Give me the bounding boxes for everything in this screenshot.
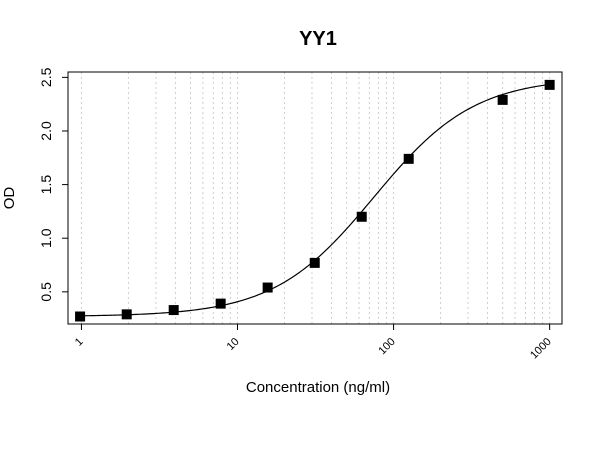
data-point bbox=[215, 298, 226, 309]
y-tick-label: 1.0 bbox=[38, 228, 54, 248]
x-tick-label: 100 bbox=[376, 336, 397, 357]
y-tick-label: 1.5 bbox=[38, 175, 54, 195]
data-point bbox=[75, 311, 86, 322]
y-tick-label: 2.5 bbox=[38, 67, 54, 87]
fit-curve bbox=[80, 83, 550, 317]
data-point bbox=[544, 79, 555, 90]
x-tick-label: 1000 bbox=[528, 336, 554, 362]
data-point bbox=[121, 309, 132, 320]
data-point bbox=[497, 94, 508, 105]
x-tick-label: 1 bbox=[73, 336, 86, 349]
y-tick-label: 2.0 bbox=[38, 121, 54, 141]
chart-title: YY1 bbox=[299, 28, 337, 50]
grid-layer bbox=[80, 72, 551, 324]
y-axis-label: OD bbox=[1, 187, 18, 210]
x-tick-label: 10 bbox=[225, 336, 242, 353]
data-points bbox=[75, 79, 555, 322]
data-point bbox=[403, 153, 414, 164]
data-point bbox=[168, 305, 179, 316]
x-axis-label: Concentration (ng/ml) bbox=[246, 379, 390, 396]
x-axis: 1 10 100 1000 bbox=[73, 324, 554, 362]
data-point bbox=[262, 282, 273, 293]
data-point bbox=[356, 211, 367, 222]
y-axis: 0.5 1.0 1.5 2.0 2.5 bbox=[38, 67, 69, 302]
y-tick-label: 0.5 bbox=[38, 282, 54, 302]
data-point bbox=[309, 257, 320, 268]
